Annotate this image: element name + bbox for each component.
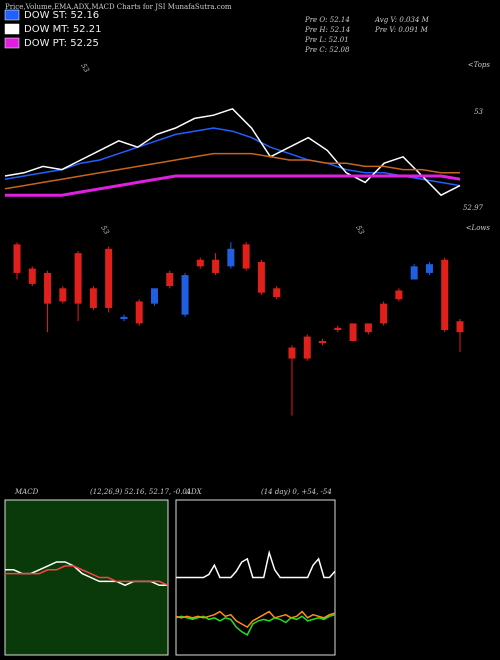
candle-body (181, 275, 189, 315)
legend-label: DOW MT: 52.21 (24, 24, 101, 35)
legend-label: DOW PT: 52.25 (24, 38, 99, 49)
candle-body (456, 321, 464, 333)
legend-label: DOW ST: 52.16 (24, 10, 99, 21)
y-tick-label: 52.97 (463, 204, 484, 212)
panel-subtitle: (12,26,9) 52.16, 52.17, -0.01 (90, 488, 191, 496)
candle-body (166, 272, 174, 287)
stat-text: Pre C: 52.08 (304, 46, 350, 54)
candle-body (28, 268, 36, 284)
candle-body (334, 327, 342, 330)
annotation: <Tops (468, 61, 491, 69)
candle-body (380, 303, 388, 324)
candle-body (242, 244, 250, 269)
page-title: Price,Volume,EMA,ADX,MACD Charts for JSI… (5, 3, 232, 11)
candle-body (150, 288, 158, 304)
candle-body (120, 316, 128, 320)
stat-text: Pre O: 52.14 (304, 16, 350, 24)
candle-body (44, 272, 52, 304)
series-line (5, 174, 461, 197)
annotation: 53 (354, 224, 366, 236)
series-line (5, 565, 169, 586)
candle-body (441, 259, 449, 330)
stat-text: Pre V: 0.091 M (374, 26, 429, 34)
stat-text: Pre H: 52.14 (304, 26, 350, 34)
candle-body (319, 340, 327, 344)
annotation: 53 (79, 62, 91, 74)
candle-body (273, 288, 281, 298)
candle-body (349, 323, 357, 341)
candle-body (89, 288, 97, 309)
series-line (4, 127, 461, 187)
legend-swatch (4, 23, 20, 35)
candle-body (59, 288, 67, 302)
stat-text: Avg V: 0.034 M (374, 16, 430, 24)
panel (4, 499, 169, 656)
candle-body (135, 301, 143, 324)
candle-body (364, 323, 372, 333)
annotation: 53 (99, 224, 111, 236)
legend-swatch (4, 37, 20, 49)
candle-body (395, 290, 403, 300)
candle-body (303, 336, 311, 359)
candle-body (212, 259, 220, 273)
series-line (176, 549, 336, 579)
candle-body (13, 244, 21, 273)
panel-title: MACD (14, 488, 39, 496)
legend-swatch (4, 9, 20, 21)
series-line (4, 152, 460, 190)
panel-title: ADX (185, 488, 203, 496)
candle-body (196, 259, 204, 267)
candle-body (227, 248, 235, 267)
candle-body (288, 347, 296, 359)
candle-body (74, 253, 82, 304)
series-line (175, 613, 336, 636)
y-tick-label: 53 (474, 108, 483, 116)
candle-body (425, 264, 433, 273)
panel-subtitle: (14 day) 0, +54, -54 (261, 488, 332, 496)
stat-text: Pre L: 52.01 (304, 36, 349, 44)
series-line (175, 610, 336, 629)
candle-body (257, 261, 265, 293)
annotation: <Lows (466, 224, 491, 232)
series-line (4, 107, 461, 197)
candle-body (410, 266, 418, 280)
candle-body (105, 248, 113, 309)
